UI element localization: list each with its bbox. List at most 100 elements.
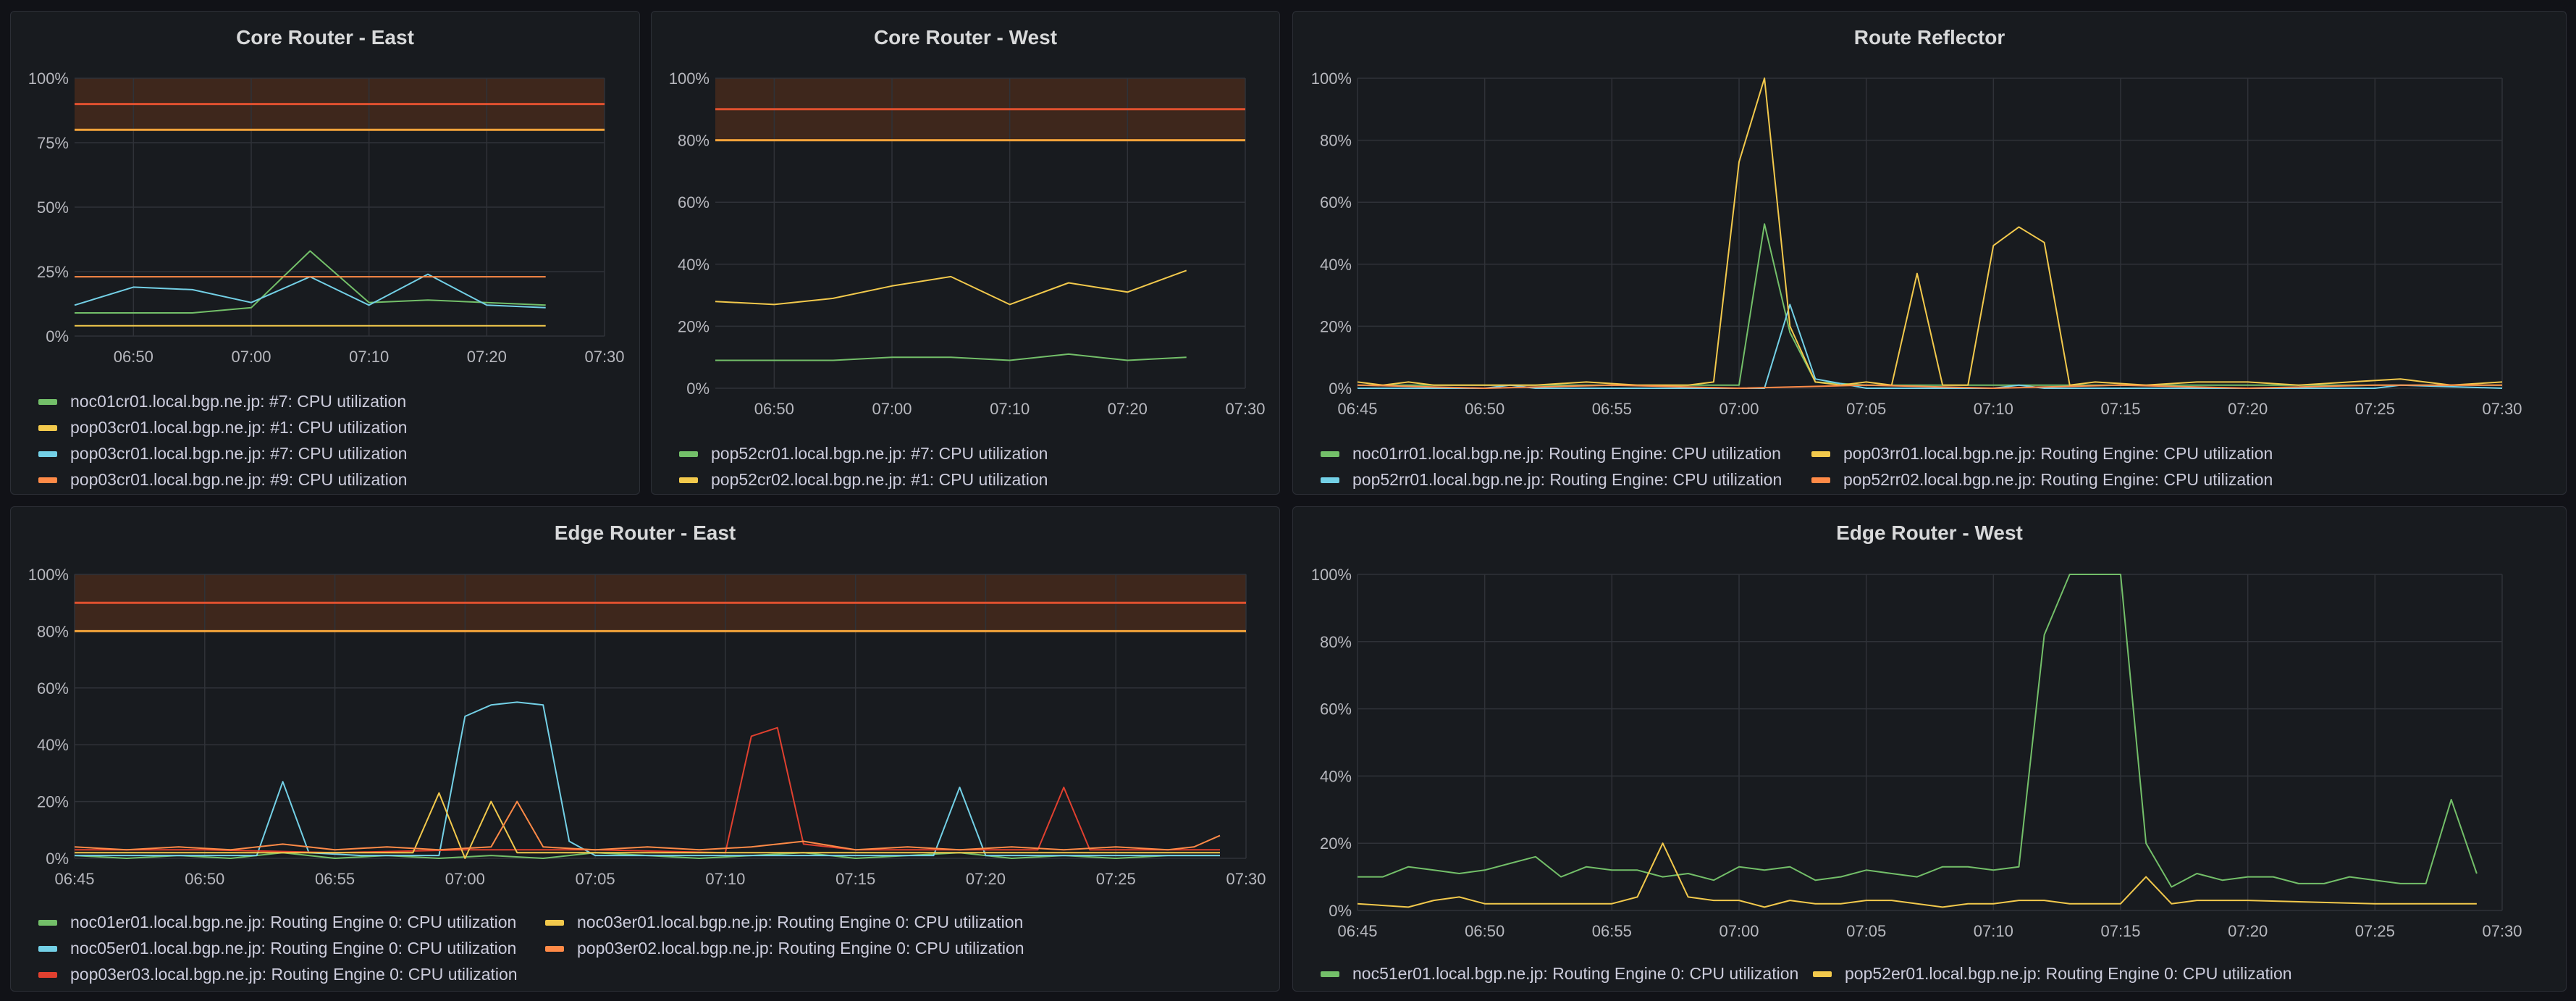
x-tick-label: 07:20 xyxy=(467,348,507,366)
legend-swatch xyxy=(1321,477,1339,483)
legend-item[interactable]: pop52er01.local.bgp.ne.jp: Routing Engin… xyxy=(1813,964,2292,984)
legend-swatch xyxy=(1321,451,1339,457)
series-line[interactable] xyxy=(74,800,1221,851)
x-tick-label: 07:10 xyxy=(1974,922,2013,940)
legend-item[interactable]: pop52cr01.local.bgp.ne.jp: #7: CPU utili… xyxy=(679,444,1048,464)
legend-item[interactable]: pop03cr01.local.bgp.ne.jp: #7: CPU utili… xyxy=(38,444,407,464)
legend-item[interactable]: noc01cr01.local.bgp.ne.jp: #7: CPU utili… xyxy=(38,392,406,411)
x-tick-label: 07:15 xyxy=(835,870,875,888)
x-tick-label: 07:30 xyxy=(2482,922,2522,940)
series-line[interactable] xyxy=(1357,384,2502,389)
y-tick-label: 60% xyxy=(678,193,710,211)
y-tick-label: 0% xyxy=(46,850,69,868)
legend-item[interactable]: pop52cr02.local.bgp.ne.jp: #1: CPU utili… xyxy=(679,470,1048,490)
series-line[interactable] xyxy=(1358,223,2502,386)
y-tick-label: 75% xyxy=(37,134,69,152)
x-tick-label: 06:50 xyxy=(1465,400,1504,418)
series-line[interactable] xyxy=(75,792,1220,859)
panel-core-router-east: Core Router - East 0% 25% 50% 75% 100% 06:50 0… xyxy=(10,11,640,495)
legend-label: noc01cr01.local.bgp.ne.jp: #7: CPU utili… xyxy=(70,392,407,411)
x-tick-label: 06:50 xyxy=(1465,922,1504,940)
legend-item[interactable]: noc05er01.local.bgp.ne.jp: Routing Engin… xyxy=(38,939,516,958)
panel-core-router-west: Core Router - West 0% 20% 40% 60% 80% 100% 06:… xyxy=(651,11,1280,495)
y-tick-label: 0% xyxy=(1329,380,1352,398)
x-tick-label: 06:45 xyxy=(1337,400,1377,418)
series-line[interactable] xyxy=(1358,303,2503,389)
y-tick-label: 40% xyxy=(1320,767,1352,785)
legend-swatch xyxy=(1813,971,1832,977)
series-line[interactable] xyxy=(715,269,1187,306)
series-line[interactable] xyxy=(75,726,1220,854)
legend-label: pop03er02.local.bgp.ne.jp: Routing Engin… xyxy=(577,939,1024,958)
x-tick-label: 07:10 xyxy=(1974,400,2013,418)
legend-swatch xyxy=(545,919,564,926)
legend-label: pop03cr01.local.bgp.ne.jp: #9: CPU utili… xyxy=(70,470,408,489)
legend-item[interactable]: noc01rr01.local.bgp.ne.jp: Routing Engin… xyxy=(1321,444,1781,464)
y-tick-label: 60% xyxy=(1320,193,1352,211)
series-line[interactable] xyxy=(75,701,1220,857)
x-tick-label: 07:30 xyxy=(584,348,624,366)
cpu-line-chart: 0% 20% 40% 60% 80% 100% 06:50 07:00 07:10 07:20 07… xyxy=(669,70,1266,418)
y-tick-label: 50% xyxy=(37,198,69,217)
x-tick-label: 07:20 xyxy=(2228,400,2268,418)
legend-swatch xyxy=(1811,477,1830,483)
legend-item[interactable]: pop03rr01.local.bgp.ne.jp: Routing Engin… xyxy=(1811,444,2273,464)
y-tick-label: 25% xyxy=(37,263,69,281)
x-tick-label: 06:50 xyxy=(185,870,224,888)
legend-swatch xyxy=(679,477,698,483)
x-tick-label: 07:25 xyxy=(1096,870,1136,888)
series-line[interactable] xyxy=(75,250,546,314)
legend-label: noc05er01.local.bgp.ne.jp: Routing Engin… xyxy=(70,939,517,958)
y-tick-label: 20% xyxy=(1320,834,1352,853)
panel-edge-router-west: Edge Router - West 0% 20% 40% 60% 80% 100% 06:… xyxy=(1292,506,2567,992)
legend-item[interactable]: pop52rr01.local.bgp.ne.jp: Routing Engin… xyxy=(1321,470,1782,490)
legend-swatch xyxy=(38,971,57,978)
legend-label: pop03er03.local.bgp.ne.jp: Routing Engin… xyxy=(70,965,518,984)
series-line[interactable] xyxy=(1358,574,2478,888)
legend-item[interactable]: noc01er01.local.bgp.ne.jp: Routing Engin… xyxy=(38,913,516,932)
legend-label: pop52rr01.local.bgp.ne.jp: Routing Engin… xyxy=(1352,470,1782,489)
legend-item[interactable]: noc03er01.local.bgp.ne.jp: Routing Engin… xyxy=(545,913,1023,932)
legend-item[interactable]: pop03er03.local.bgp.ne.jp: Routing Engin… xyxy=(38,965,518,984)
legend-swatch xyxy=(38,424,57,431)
x-tick-label: 07:20 xyxy=(2228,922,2268,940)
legend-item[interactable]: pop03cr01.local.bgp.ne.jp: #9: CPU utili… xyxy=(38,470,407,490)
panel-title[interactable]: Route Reflector xyxy=(1853,26,2005,49)
legend-swatch xyxy=(545,945,564,952)
y-tick-label: 100% xyxy=(1311,566,1352,584)
legend-label: pop52cr01.local.bgp.ne.jp: #7: CPU utili… xyxy=(711,444,1048,463)
legend-item[interactable]: pop52rr02.local.bgp.ne.jp: Routing Engin… xyxy=(1811,470,2273,490)
y-tick-label: 40% xyxy=(678,256,710,274)
x-tick-label: 07:05 xyxy=(1846,922,1886,940)
panel-route-reflector: Route Reflector 0% 20% 40% 60% 80% 100% 06:45 0… xyxy=(1292,11,2567,495)
y-tick-label: 0% xyxy=(1329,902,1352,920)
y-tick-label: 60% xyxy=(37,679,69,698)
panel-title[interactable]: Edge Router - East xyxy=(554,522,736,544)
x-tick-label: 06:45 xyxy=(54,870,94,888)
x-tick-label: 07:00 xyxy=(231,348,271,366)
panel-title[interactable]: Core Router - West xyxy=(873,26,1058,49)
y-tick-label: 20% xyxy=(1320,317,1352,335)
x-tick-label: 06:50 xyxy=(754,400,794,418)
x-tick-label: 06:55 xyxy=(1592,922,1632,940)
legend-item[interactable]: pop03cr01.local.bgp.ne.jp: #1: CPU utili… xyxy=(38,418,407,437)
panel-title[interactable]: Edge Router - West xyxy=(1836,522,2023,544)
x-tick-label: 06:55 xyxy=(1592,400,1632,418)
legend-item[interactable]: pop03er02.local.bgp.ne.jp: Routing Engin… xyxy=(545,939,1024,958)
series-line[interactable] xyxy=(715,353,1187,361)
x-tick-label: 07:30 xyxy=(1225,400,1265,418)
panel-title[interactable]: Core Router - East xyxy=(236,26,414,49)
panel-edge-router-east: Edge Router - East 0% 20% 40% 60% 80% 100% 06:… xyxy=(10,506,1280,992)
x-tick-label: 07:15 xyxy=(2100,922,2140,940)
x-tick-label: 07:05 xyxy=(1846,400,1886,418)
series-line[interactable] xyxy=(1357,842,2477,908)
legend-item[interactable]: noc51er01.local.bgp.ne.jp: Routing Engin… xyxy=(1321,964,1798,984)
x-tick-label: 07:15 xyxy=(2100,400,2140,418)
x-tick-label: 07:30 xyxy=(1226,870,1266,888)
legend-label: pop52cr02.local.bgp.ne.jp: #1: CPU utili… xyxy=(711,470,1048,489)
x-tick-label: 07:00 xyxy=(872,400,912,418)
y-tick-label: 100% xyxy=(1311,70,1352,88)
y-tick-label: 20% xyxy=(678,317,710,335)
legend-swatch xyxy=(1811,451,1830,457)
series-line[interactable] xyxy=(1357,78,2503,386)
